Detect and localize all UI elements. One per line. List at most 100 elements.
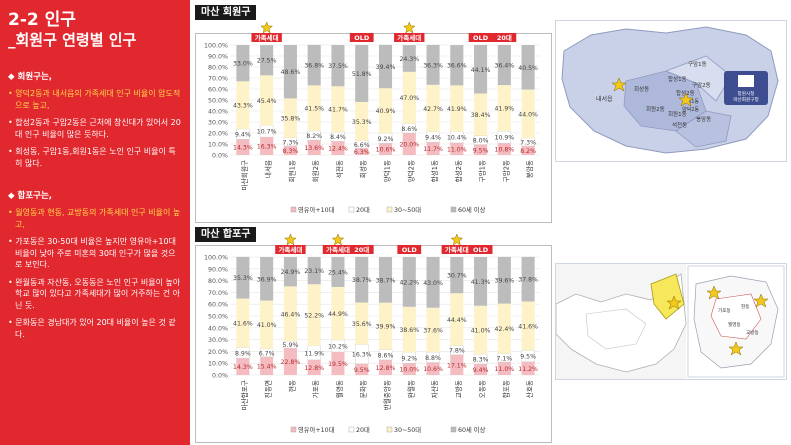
data-label: 36.3% [423, 62, 443, 69]
data-label: 38.4% [471, 112, 491, 119]
data-label: 8.9% [235, 350, 251, 357]
data-label: 11.0% [495, 366, 515, 373]
data-label: 36.4% [495, 63, 515, 70]
chart-hoewon-box [195, 33, 552, 223]
data-label: 15.4% [257, 363, 277, 370]
map-label: 현동 [741, 303, 749, 310]
bar-segment [236, 298, 250, 348]
bar-segment [307, 44, 321, 86]
tag-label: 20대 [354, 245, 369, 254]
data-label: 41.0% [471, 327, 491, 334]
bar-segment [474, 363, 488, 375]
category-label: 양덕1동 [383, 160, 392, 182]
bar-segment [331, 286, 345, 340]
category-label: 마산회원구 [240, 160, 249, 190]
data-label: 44.0% [518, 111, 538, 118]
legend-swatch [348, 206, 355, 213]
data-label: 10.7% [257, 129, 277, 136]
bar-segment [474, 257, 488, 306]
chart-happo-box [195, 245, 552, 443]
bar-segment [426, 131, 440, 143]
tag-badge [251, 33, 282, 42]
map-label: 봉암동 [696, 115, 711, 123]
category-label: 반월중앙동 [383, 380, 392, 410]
data-label: 8.2% [306, 133, 322, 140]
star-icon [706, 285, 722, 300]
y-tick-label: 50.0% [208, 98, 228, 105]
data-label: 22.8% [281, 359, 301, 366]
data-label: 7.8% [449, 348, 465, 355]
data-label: 42.2% [399, 279, 419, 286]
data-label: 6.6% [354, 142, 370, 149]
category-label: 양덕2동 [406, 160, 415, 182]
bar-segment [307, 140, 321, 155]
y-tick-label: 20.0% [208, 131, 228, 138]
data-label: 40.9% [376, 108, 396, 115]
y-tick-label: 60.0% [208, 302, 228, 309]
data-label: 41.7% [328, 107, 348, 114]
y-tick-label: 50.0% [208, 314, 228, 321]
bar-segment [331, 351, 345, 375]
data-label: 42.7% [423, 106, 443, 113]
bar-segment [378, 88, 393, 134]
tag-label: OLD [473, 34, 489, 42]
data-label: 10.4% [447, 135, 467, 142]
legend-swatch [348, 426, 355, 433]
bar-segment [402, 45, 416, 72]
data-label: 14.3% [233, 364, 253, 371]
bar-segment [331, 45, 345, 87]
section-subtitle: _회원구 연령별 인구 [8, 31, 137, 49]
bar-segment [450, 354, 464, 375]
star-icon [331, 233, 345, 246]
data-label: 47.0% [399, 95, 419, 102]
bar-segment [260, 300, 274, 349]
data-label: 41.9% [447, 106, 467, 113]
bar-segment [331, 131, 345, 142]
map-label: 회원1동 [668, 110, 687, 118]
data-label: 24.3% [399, 56, 419, 63]
category-label: 회성동 [359, 160, 368, 178]
y-tick-label: 10.0% [208, 142, 228, 149]
data-label: 38.7% [376, 277, 396, 284]
data-label: 48.6% [281, 69, 301, 76]
category-label: 구암2동 [502, 160, 510, 182]
category-label: 교방동 [454, 380, 463, 398]
bar-segment [283, 348, 297, 375]
bar-segment [450, 85, 464, 132]
data-label: 37.6% [423, 327, 443, 334]
legend-swatch [290, 426, 297, 433]
data-label: 9.4% [235, 132, 251, 139]
data-label: 16.3% [257, 144, 277, 151]
star-icon [402, 21, 416, 34]
bar-segment [402, 257, 416, 307]
bar-segment [402, 306, 416, 353]
category-label: 회원2동 [311, 160, 320, 182]
bar-segment [236, 358, 250, 375]
y-tick-label: 60.0% [208, 87, 228, 94]
data-label: 7.3% [283, 139, 299, 146]
data-label: 12.8% [376, 365, 396, 372]
bar-segment [307, 359, 321, 375]
map-label: 석전동 [672, 121, 687, 129]
bar-segment [474, 93, 488, 136]
data-label: 35.3% [352, 119, 372, 126]
data-label: 43.0% [423, 280, 443, 287]
bar-segment [521, 301, 535, 351]
category-label: 문화동 [360, 380, 368, 398]
legend-label: 영유아+10대 [298, 425, 335, 434]
bar-segment [521, 256, 535, 302]
legend-swatch [450, 206, 457, 213]
bar-segment [355, 45, 369, 102]
tag-badge [349, 245, 374, 254]
happo-highlight [650, 273, 685, 320]
tag-badge [441, 245, 473, 254]
bar-segment [521, 45, 535, 90]
tag-label: 가족세대 [397, 33, 421, 42]
y-tick-label: 30.0% [208, 120, 228, 127]
bar-segment [378, 302, 393, 350]
data-label: 36.8% [304, 63, 324, 70]
y-tick-label: 30.0% [208, 337, 228, 344]
legend-swatch [450, 426, 457, 433]
data-label: 25.4% [328, 269, 348, 276]
y-tick-label: 40.0% [208, 109, 228, 116]
